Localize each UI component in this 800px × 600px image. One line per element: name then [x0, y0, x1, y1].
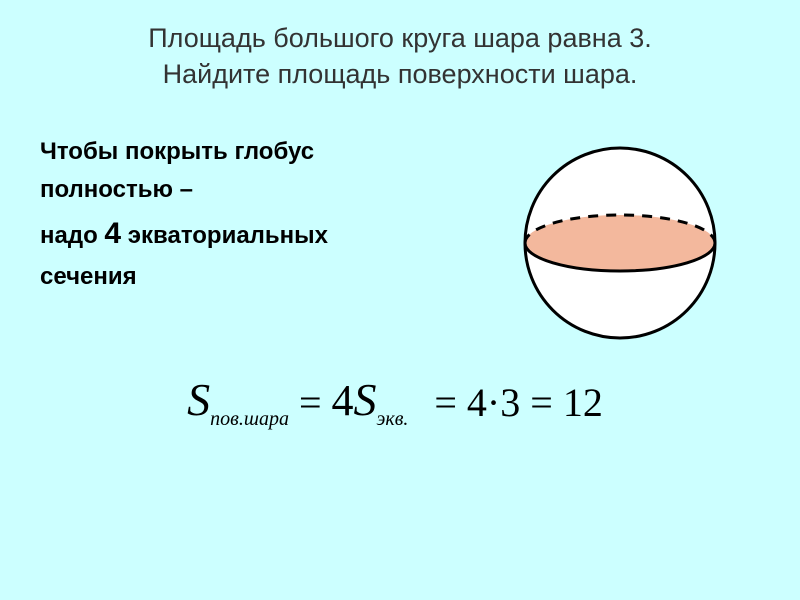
formula-rhs: = 4·3 = 12 — [408, 379, 612, 426]
body-line3-pre: надо — [40, 222, 104, 249]
title-line-2: Найдите площадь поверхности шара. — [163, 59, 638, 89]
formula: S пов.шара = 4 S экв. = 4·3 = 12 — [0, 353, 800, 426]
formula-lhs: S пов.шара — [187, 373, 289, 426]
body-line-3: надо 4 экваториальных — [40, 210, 460, 258]
explanation-text: Чтобы покрыть глобус полностью – надо 4 … — [40, 133, 480, 296]
emphasis-number: 4 — [104, 217, 121, 250]
formula-eq1: = — [289, 379, 332, 426]
problem-title: Площадь большого круга шара равна 3. Най… — [0, 0, 800, 103]
formula-coef: 4 — [332, 375, 354, 426]
body-line-1: Чтобы покрыть глобус — [40, 133, 460, 171]
sphere-diagram — [480, 133, 760, 353]
formula-sub1: пов.шара — [210, 408, 289, 431]
title-line-1: Площадь большого круга шара равна 3. — [148, 23, 652, 53]
formula-mid: 4 S экв. — [332, 373, 409, 426]
content-row: Чтобы покрыть глобус полностью – надо 4 … — [0, 103, 800, 353]
sphere-svg — [510, 133, 730, 353]
formula-sub2: экв. — [377, 408, 409, 431]
body-line-4: сечения — [40, 258, 460, 296]
body-line-2: полностью – — [40, 171, 460, 209]
formula-S1: S — [187, 373, 210, 426]
formula-S2: S — [354, 373, 377, 426]
body-line3-post: экваториальных — [121, 222, 328, 249]
